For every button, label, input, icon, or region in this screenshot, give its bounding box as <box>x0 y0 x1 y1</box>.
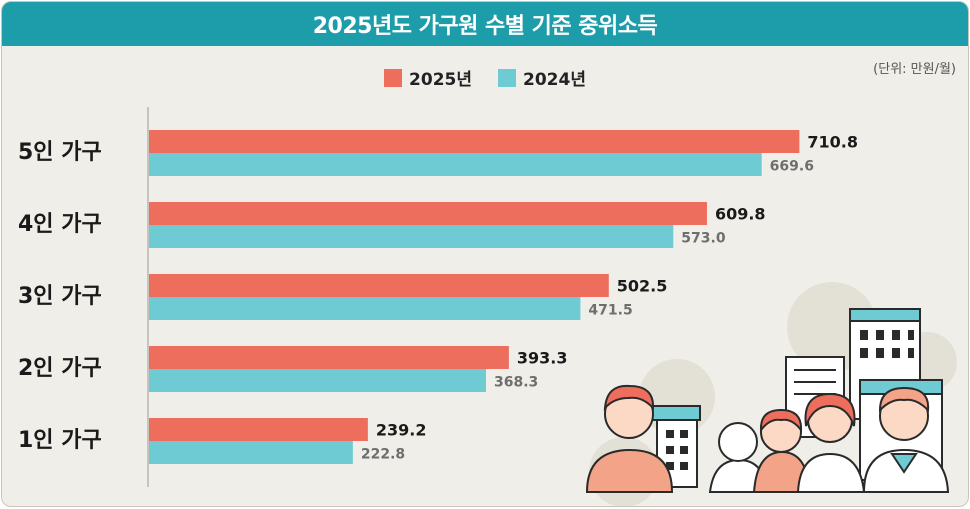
bar-2025 <box>149 346 509 369</box>
legend-item-2024: 2024년 <box>498 65 586 90</box>
bar-2024 <box>149 297 581 320</box>
data-label-2024: 573.0 <box>681 231 726 247</box>
chart-title: 2025년도 가구원 수별 기준 중위소득 <box>312 14 658 39</box>
legend-label-2024: 2024년 <box>523 70 586 90</box>
title-banner: 2025년도 가구원 수별 기준 중위소득 <box>2 2 968 46</box>
data-label-2025: 393.3 <box>517 349 568 368</box>
category-label: 1인 가구 <box>18 428 102 453</box>
bar-2025 <box>149 274 609 297</box>
bar-2025 <box>149 418 368 441</box>
legend-label-2025: 2025년 <box>409 70 472 90</box>
data-label-2024: 368.3 <box>494 375 538 391</box>
legend-item-2025: 2025년 <box>384 65 472 90</box>
data-label-2025: 609.8 <box>715 205 766 224</box>
category-label: 4인 가구 <box>18 212 102 237</box>
data-label-2024: 471.5 <box>588 303 632 319</box>
unit-label: (단위: 만원/월) <box>873 62 956 77</box>
data-label-2024: 222.8 <box>361 447 405 463</box>
data-label-2025: 502.5 <box>617 277 668 296</box>
bar-2025 <box>149 202 707 225</box>
bar-2024 <box>149 225 674 248</box>
data-label-2025: 239.2 <box>376 421 427 440</box>
category-label: 2인 가구 <box>18 356 102 381</box>
data-label-2025: 710.8 <box>807 133 858 152</box>
legend-swatch-2024 <box>498 68 516 87</box>
family-illustration <box>585 282 957 506</box>
bar-2024 <box>149 369 486 392</box>
category-label: 5인 가구 <box>18 140 102 165</box>
legend-swatch-2025 <box>384 68 403 87</box>
bar-2024 <box>149 441 353 464</box>
bar-2024 <box>149 153 762 176</box>
data-label-2024: 669.6 <box>770 159 814 175</box>
bar-2025 <box>149 130 800 153</box>
legend: 2025년 2024년 <box>2 65 968 90</box>
category-label: 3인 가구 <box>18 284 102 309</box>
